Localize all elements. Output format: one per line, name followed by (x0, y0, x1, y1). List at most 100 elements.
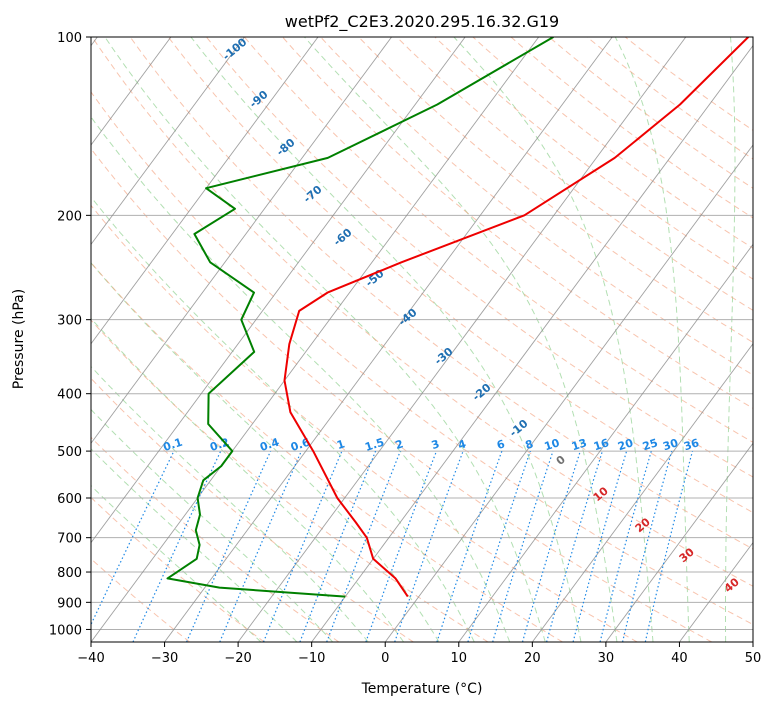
mixing-ratio-label: 1 (335, 437, 346, 452)
x-axis-label: Temperature (°C) (361, 681, 483, 697)
isotherm-line (91, 37, 172, 146)
y-tick-label: 300 (57, 314, 82, 329)
y-tick-label: 400 (57, 388, 82, 403)
isotherm-line (91, 37, 466, 544)
isotherm-line (91, 37, 319, 345)
mixing-ratio-label: 8 (524, 437, 535, 452)
mixing-ratio-line (521, 450, 581, 642)
y-tick-label: 1000 (49, 623, 82, 638)
dry-adiabat-line (91, 204, 638, 642)
mixing-ratio-label: 3 (430, 437, 441, 452)
mixing-ratio-label: 20 (616, 436, 635, 453)
dry-adiabat-line (91, 91, 753, 626)
mixing-ratio-line (299, 450, 377, 642)
moist-adiabat-line (91, 116, 511, 642)
x-tick-label: 20 (524, 651, 541, 666)
y-tick-label: 800 (57, 566, 82, 581)
mixing-ratio-line (262, 450, 343, 642)
mixing-ratio-line (546, 450, 603, 642)
mixing-ratio-label: 0.2 (208, 436, 231, 454)
mixing-ratio-label: 0.4 (258, 435, 281, 453)
isotherm-line (237, 37, 687, 642)
y-tick-label: 100 (57, 31, 82, 46)
mixing-ratio-label: 6 (495, 437, 507, 452)
mixing-ratio-label: 36 (682, 436, 701, 453)
mixing-ratio-line (186, 450, 272, 642)
y-tick-label: 900 (57, 596, 82, 611)
dry-adiabat-line (358, 37, 753, 343)
x-tick-label: −10 (298, 651, 325, 666)
x-tick-label: −20 (224, 651, 251, 666)
dry-adiabat-line (91, 37, 753, 587)
mixing-ratio-line (394, 450, 464, 642)
moist-adiabat-line (91, 408, 334, 642)
mixing-ratio-label: 0.1 (162, 436, 185, 454)
temperature-profile-line (283, 37, 750, 598)
dry-adiabat-line (91, 377, 414, 642)
y-tick-label: 700 (57, 532, 82, 547)
mixing-ratio-line (436, 450, 503, 642)
mixing-ratio-line (599, 450, 652, 642)
chart-title: wetPf2_C2E3.2020.295.16.32.G19 (285, 12, 559, 32)
mixing-ratio-label: 13 (570, 436, 589, 453)
mixing-ratio-label: 1.5 (363, 436, 386, 454)
isotherm-line (531, 343, 753, 642)
dry-adiabat-line (320, 37, 753, 376)
x-tick-label: 0 (381, 651, 389, 666)
moist-adiabat-line (304, 37, 618, 642)
mixing-ratio-label: 25 (641, 436, 660, 453)
y-tick-label: 600 (57, 492, 82, 507)
x-tick-label: −30 (151, 651, 178, 666)
moist-adiabat-line (91, 448, 298, 642)
mixing-ratio-line (644, 450, 694, 642)
isotherm-line (458, 243, 753, 642)
isotherm-line (311, 44, 753, 642)
dry-adiabat-line (91, 147, 713, 642)
moist-adiabat-line (91, 484, 262, 642)
mixing-ratio-line (622, 450, 673, 642)
moist-adiabat-line (453, 37, 654, 642)
isotherm-line (91, 37, 245, 246)
y-tick-label: 500 (57, 445, 82, 460)
isotherm-line (164, 37, 613, 642)
x-tick-label: 30 (598, 651, 615, 666)
isotherm-line (384, 144, 753, 642)
moist-adiabat-line (614, 37, 690, 642)
mixing-ratio-label: 10 (543, 436, 562, 453)
mixing-ratio-line (492, 450, 554, 642)
isotherm-line (605, 442, 753, 642)
x-tick-label: 10 (451, 651, 468, 666)
mixing-ratio-line (365, 450, 438, 642)
moist-adiabat-line (190, 37, 582, 642)
mixing-ratio-label: 2 (394, 437, 405, 452)
mixing-ratio-labels: 0.1 0.2 0.4 0.6 1 1.5 2 3 4 6 8 10 13 16 20 25 30 36 (162, 435, 701, 453)
mixing-ratio-label: 16 (592, 436, 611, 453)
mixing-ratio-line (467, 450, 531, 642)
x-tick-label: 40 (671, 651, 688, 666)
y-axis-label: Pressure (hPa) (11, 289, 27, 389)
dry-adiabat-line (167, 37, 753, 514)
moist-adiabat-line (104, 37, 546, 642)
isotherm-line (91, 37, 392, 444)
pressure-gridlines (91, 37, 753, 630)
x-tick-label: 50 (745, 651, 762, 666)
mixing-ratio-label: 30 (661, 436, 680, 453)
dry-adiabat-line (396, 37, 753, 311)
isotherms (91, 37, 753, 642)
plot-frame (90, 36, 754, 643)
moist-adiabat-line (725, 37, 736, 642)
mixing-ratio-line (219, 450, 302, 642)
x-tick-label: −40 (77, 651, 104, 666)
y-tick-label: 200 (57, 209, 82, 224)
dry-adiabat-line (91, 261, 563, 642)
mixing-ratio-line (326, 450, 401, 642)
sounding-profiles (166, 37, 750, 598)
isotherm-line (91, 37, 540, 642)
mixing-ratio-label: 4 (456, 437, 468, 452)
moist-adiabat-line (91, 317, 405, 642)
mixing-ratio-line (572, 450, 628, 642)
mixing-ratio-lines (91, 450, 694, 642)
axes: −40 −30 −20 −10 0 10 20 30 40 5010020030040050060… (49, 31, 761, 666)
dewpoint-profile-line (166, 37, 554, 598)
